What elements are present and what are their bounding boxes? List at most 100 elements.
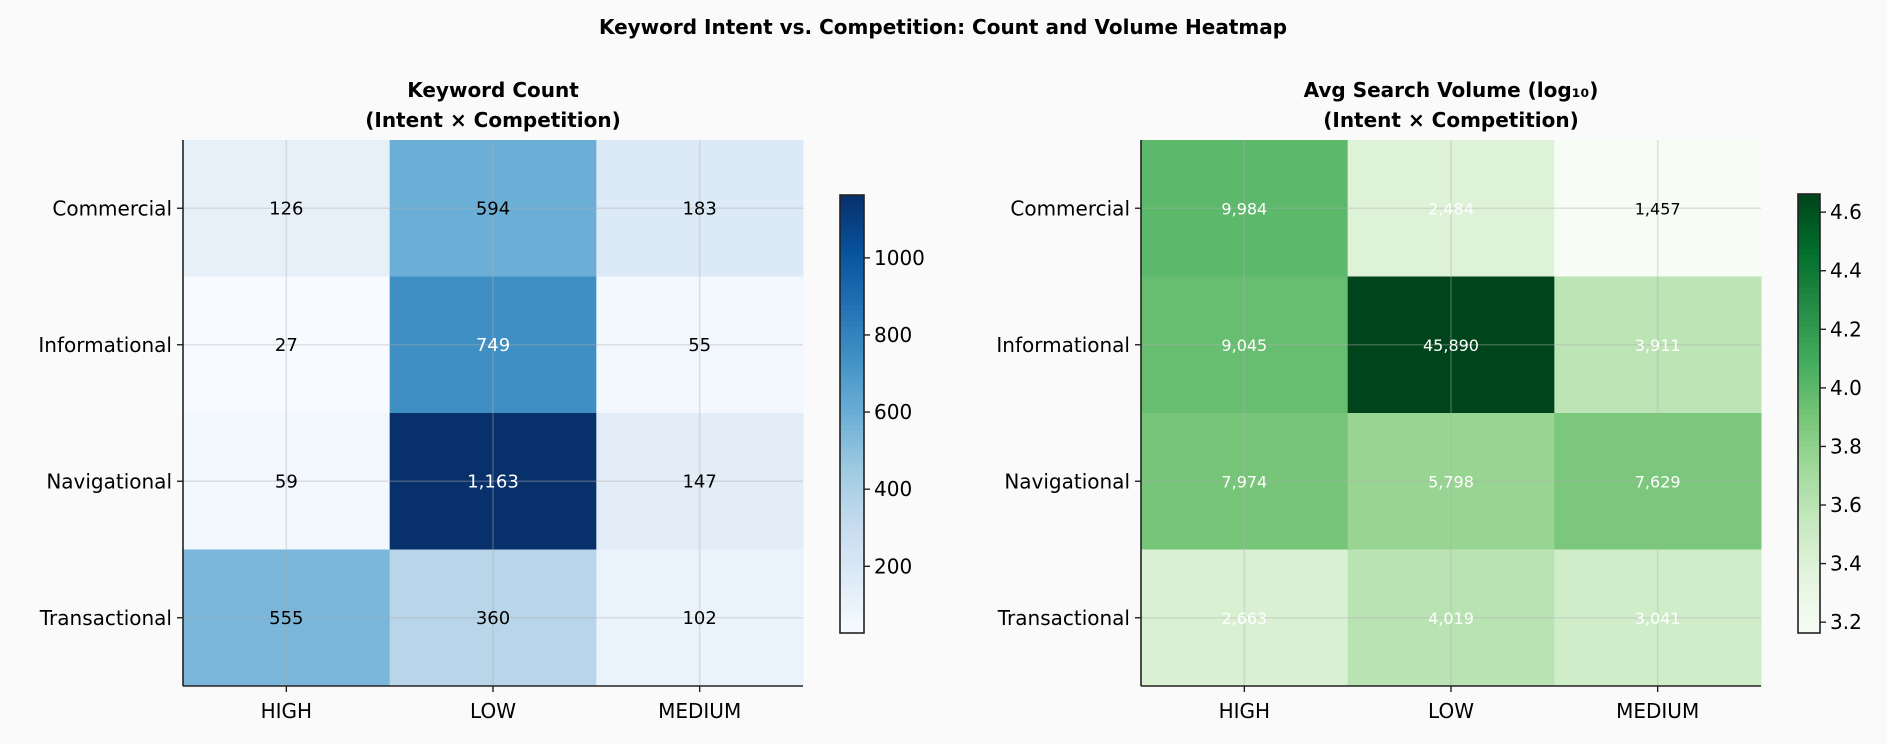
colorbar-segment: [1798, 386, 1820, 393]
colorbar-segment: [840, 342, 864, 349]
colorbar-tick-label: 3.6: [1830, 493, 1862, 517]
colorbar-segment: [840, 353, 864, 360]
colorbar-segment: [1798, 451, 1820, 458]
colorbar-segment: [840, 600, 864, 607]
colorbar-segment: [1798, 528, 1820, 535]
colorbar-tick-label: 4.2: [1830, 317, 1862, 341]
cell-value-label: 55: [688, 335, 711, 356]
cell-value-label: 9,984: [1221, 199, 1267, 218]
heatmap-cell: [389, 140, 597, 277]
cell-value-label: 2,484: [1428, 199, 1474, 218]
colorbar-segment: [840, 446, 864, 453]
colorbar-segment: [840, 501, 864, 508]
colorbar-segment: [840, 550, 864, 557]
heatmap-cell: [596, 549, 804, 687]
colorbar-segment: [1798, 309, 1820, 316]
heatmap-cell: [183, 140, 391, 277]
colorbar-segment: [1798, 276, 1820, 283]
colorbar-segment: [1798, 473, 1820, 480]
colorbar-segment: [1798, 578, 1820, 585]
colorbar-segment: [1798, 194, 1820, 201]
colorbar-segment: [840, 528, 864, 536]
colorbar-segment: [1798, 457, 1820, 464]
y-tick-label: Informational: [996, 333, 1130, 357]
colorbar-segment: [1798, 490, 1820, 497]
heatmap-cell: [1347, 549, 1555, 687]
colorbar-segment: [840, 238, 864, 245]
colorbar-segment: [1798, 380, 1820, 387]
heatmap-cell: [1554, 549, 1762, 687]
colorbar-segment: [1798, 210, 1820, 217]
colorbar-segment: [840, 539, 864, 546]
heatmap-cell: [596, 276, 804, 414]
colorbar-segment: [840, 556, 864, 563]
colorbar-segment: [840, 205, 864, 213]
colorbar-segment: [1798, 298, 1820, 305]
colorbar-segment: [1798, 364, 1820, 371]
colorbar-segment: [840, 518, 864, 525]
colorbar-segment: [1798, 369, 1820, 376]
cell-value-label: 183: [682, 198, 716, 219]
colorbar-segment: [840, 583, 864, 590]
colorbar-segment: [840, 195, 864, 202]
colorbar-segment: [1798, 627, 1820, 634]
colorbar-segment: [840, 414, 864, 421]
colorbar-segment: [1798, 429, 1820, 437]
colorbar-segment: [1798, 331, 1820, 338]
cell-value-label: 1,457: [1635, 199, 1681, 218]
colorbar-segment: [840, 485, 864, 492]
colorbar-segment: [840, 309, 864, 317]
colorbar-segment: [840, 331, 864, 338]
cell-value-label: 9,045: [1221, 336, 1267, 355]
colorbar-segment: [840, 227, 864, 234]
colorbar-segment: [840, 375, 864, 382]
colorbar-segment: [1798, 512, 1820, 519]
colorbar-segment: [1798, 232, 1820, 239]
heatmap-cell: [1347, 140, 1555, 277]
colorbar-segment: [1798, 243, 1820, 250]
colorbar-segment: [840, 567, 864, 574]
cell-value-label: 3,041: [1635, 609, 1681, 628]
x-tick-label: LOW: [470, 699, 516, 723]
colorbar-tick-label: 4.0: [1830, 376, 1862, 400]
colorbar-segment: [1798, 303, 1820, 310]
colorbar-segment: [840, 435, 864, 442]
colorbar-segment: [840, 282, 864, 289]
colorbar-segment: [1798, 226, 1820, 234]
colorbar-segment: [840, 315, 864, 322]
colorbar-segment: [840, 545, 864, 552]
colorbar-tick-label: 200: [874, 554, 912, 578]
colorbar-segment: [1798, 468, 1820, 475]
cell-value-label: 555: [269, 608, 303, 629]
y-tick-label: Commercial: [52, 196, 172, 220]
heatmap-cell: [389, 413, 597, 550]
x-tick-label: HIGH: [261, 699, 312, 723]
colorbar-segment: [840, 397, 864, 404]
colorbar-segment: [840, 260, 864, 267]
y-tick-label: Informational: [38, 333, 172, 357]
colorbar-segment: [1798, 435, 1820, 442]
colorbar-segment: [1798, 408, 1820, 415]
colorbar-segment: [1798, 270, 1820, 277]
colorbar-segment: [840, 512, 864, 519]
cell-value-label: 5,798: [1428, 472, 1474, 491]
colorbar-segment: [1798, 589, 1820, 596]
colorbar-segment: [1798, 611, 1820, 618]
colorbar-segment: [1798, 523, 1820, 530]
cell-value-label: 3,911: [1635, 336, 1681, 355]
colorbar-segment: [840, 233, 864, 240]
colorbar-segment: [1798, 358, 1820, 365]
colorbar-segment: [840, 337, 864, 344]
colorbar-segment: [840, 616, 864, 623]
colorbar-segment: [1798, 254, 1820, 261]
y-tick-label: Navigational: [46, 469, 172, 493]
colorbar-segment: [840, 200, 864, 207]
colorbar-segment: [840, 320, 864, 327]
colorbar-segment: [1798, 248, 1820, 255]
keyword-count-heatmap: Keyword Count (Intent × Competition) 126…: [38, 78, 925, 723]
colorbar-segment: [840, 622, 864, 629]
heatmap-cell: [1141, 140, 1349, 277]
y-tick-label: Commercial: [1010, 196, 1130, 220]
colorbar-segment: [840, 211, 864, 218]
